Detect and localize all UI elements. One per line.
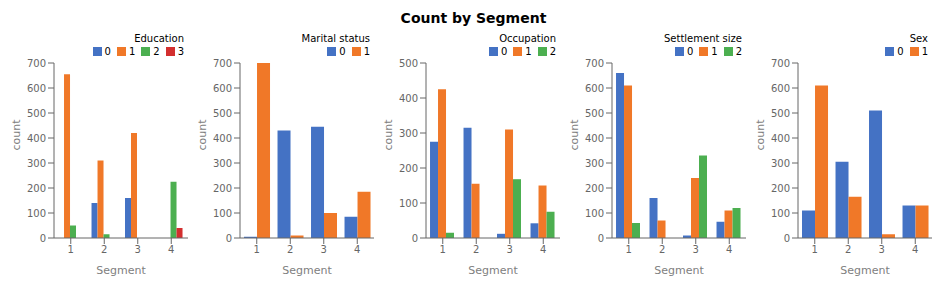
svg-text:500: 500 — [27, 108, 46, 119]
svg-text:count: count — [754, 119, 767, 151]
svg-text:3: 3 — [135, 244, 141, 255]
html-text:0: 0 — [500, 46, 508, 57]
svg-text:2: 2 — [845, 244, 851, 255]
html-text:3: 3 — [177, 46, 184, 57]
svg-text:3: 3 — [321, 244, 327, 255]
svg-text:0: 0 — [784, 233, 790, 244]
html-text:2: 2 — [153, 46, 160, 57]
svg-text:4: 4 — [912, 244, 918, 255]
svg-text:600: 600 — [771, 83, 790, 94]
svg-text:1: 1 — [626, 244, 632, 255]
svg-text:100: 100 — [771, 208, 790, 219]
html-text:1: 1 — [711, 46, 718, 57]
svg-text:2: 2 — [659, 244, 665, 255]
html-text:1: 1 — [363, 46, 370, 57]
svg-text:4: 4 — [168, 244, 174, 255]
svg-text:100: 100 — [27, 208, 46, 219]
svg-text:100: 100 — [399, 198, 418, 209]
svg-text:0: 0 — [412, 233, 418, 244]
svg-text:500: 500 — [585, 108, 604, 119]
svg-text:300: 300 — [27, 158, 46, 169]
html-text:1: 1 — [921, 46, 928, 57]
svg-text:500: 500 — [213, 108, 232, 119]
svg-text:Segment: Segment — [654, 264, 704, 277]
svg-text:0: 0 — [40, 233, 46, 244]
html-text:2: 2 — [735, 46, 742, 57]
svg-text:200: 200 — [585, 183, 604, 194]
svg-text:400: 400 — [771, 133, 790, 144]
svg-text:4: 4 — [354, 244, 360, 255]
svg-text:4: 4 — [726, 244, 732, 255]
svg-text:600: 600 — [27, 83, 46, 94]
svg-text:300: 300 — [771, 158, 790, 169]
svg-text:400: 400 — [399, 93, 418, 104]
svg-text:400: 400 — [213, 133, 232, 144]
svg-text:2: 2 — [473, 244, 479, 255]
svg-text:count: count — [196, 119, 209, 151]
svg-text:Segment: Segment — [96, 264, 146, 277]
html-text:Settlement size: Settlement size — [664, 33, 742, 44]
svg-text:600: 600 — [213, 83, 232, 94]
svg-text:700: 700 — [27, 58, 46, 69]
svg-text:500: 500 — [399, 58, 418, 69]
html-text:0: 0 — [339, 46, 346, 57]
svg-text:0: 0 — [598, 233, 604, 244]
svg-text:200: 200 — [771, 183, 790, 194]
html-text:2: 2 — [549, 46, 556, 57]
svg-text:700: 700 — [585, 58, 604, 69]
html-text:1: 1 — [525, 46, 532, 57]
svg-text:count: count — [568, 119, 581, 151]
svg-text:1: 1 — [68, 244, 74, 255]
html-text:Marital status: Marital status — [301, 33, 370, 44]
svg-text:500: 500 — [771, 108, 790, 119]
svg-text:200: 200 — [27, 183, 46, 194]
svg-text:200: 200 — [399, 163, 418, 174]
svg-text:3: 3 — [693, 244, 699, 255]
svg-text:700: 700 — [213, 58, 232, 69]
html-text:Education: Education — [134, 33, 184, 44]
svg-text:1: 1 — [254, 244, 260, 255]
svg-text:700: 700 — [771, 58, 790, 69]
html-text:1: 1 — [128, 46, 136, 57]
svg-text:count: count — [10, 119, 23, 151]
svg-text:1: 1 — [812, 244, 818, 255]
svg-text:300: 300 — [213, 158, 232, 169]
html-text:Occupation: Occupation — [499, 33, 556, 44]
html-text:0: 0 — [686, 46, 694, 57]
svg-text:0: 0 — [226, 233, 232, 244]
svg-text:3: 3 — [879, 244, 885, 255]
svg-text:100: 100 — [213, 208, 232, 219]
svg-text:400: 400 — [585, 133, 604, 144]
html-text:Sex: Sex — [909, 33, 928, 44]
svg-text:2: 2 — [101, 244, 107, 255]
svg-text:3: 3 — [507, 244, 513, 255]
html-text:Count by Segment: Count by Segment — [400, 10, 547, 26]
svg-text:300: 300 — [585, 158, 604, 169]
svg-text:Segment: Segment — [840, 264, 890, 277]
svg-text:count: count — [382, 119, 395, 151]
svg-text:600: 600 — [585, 83, 604, 94]
svg-text:Segment: Segment — [282, 264, 332, 277]
svg-text:100: 100 — [585, 208, 604, 219]
html-text:0: 0 — [897, 46, 904, 57]
svg-text:Segment: Segment — [468, 264, 518, 277]
svg-text:300: 300 — [399, 128, 418, 139]
svg-text:200: 200 — [213, 183, 232, 194]
svg-text:400: 400 — [27, 133, 46, 144]
svg-text:1: 1 — [440, 244, 446, 255]
svg-text:4: 4 — [540, 244, 546, 255]
html-text:0: 0 — [104, 46, 111, 57]
svg-text:2: 2 — [287, 244, 293, 255]
